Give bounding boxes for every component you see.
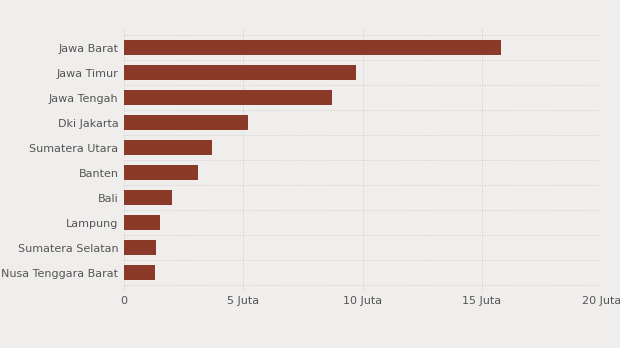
Bar (124, 265, 155, 280)
Bar (124, 215, 160, 230)
Bar (124, 140, 212, 155)
Bar (124, 40, 501, 55)
Bar (124, 90, 332, 105)
Bar (124, 115, 248, 130)
Bar (124, 165, 198, 180)
Bar (124, 190, 172, 205)
Bar (124, 240, 156, 255)
Bar (124, 65, 355, 80)
